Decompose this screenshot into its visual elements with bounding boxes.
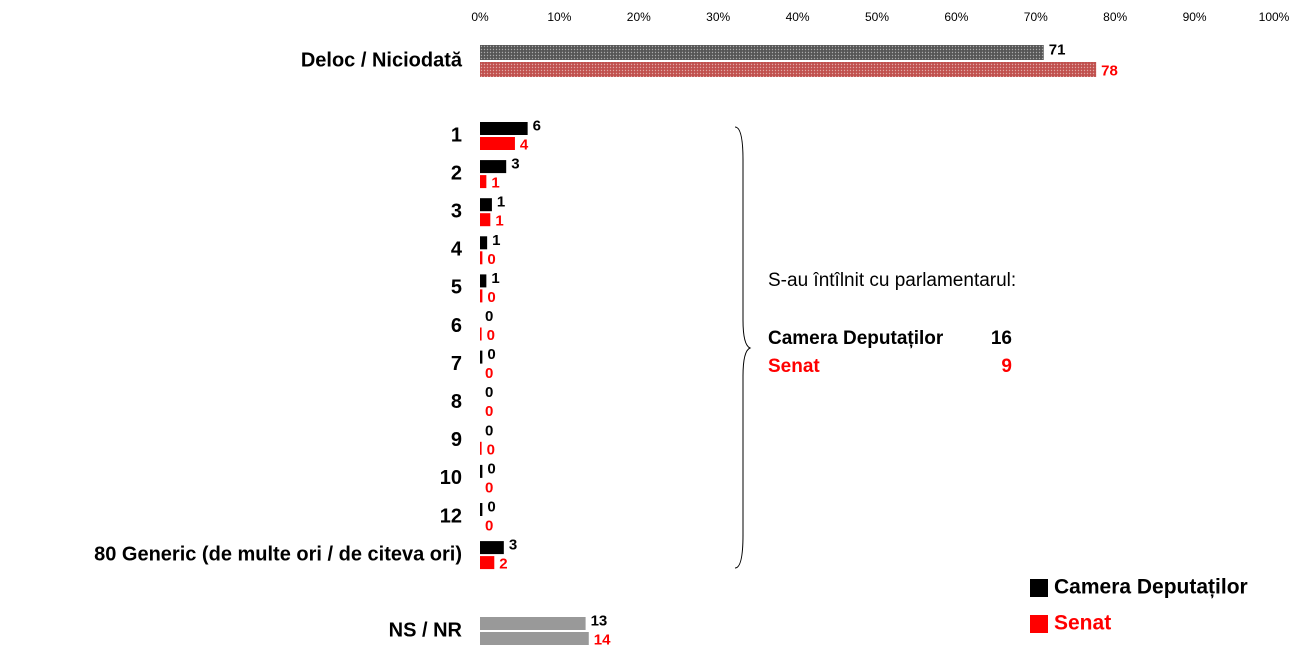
value-label: 71 bbox=[1049, 41, 1066, 58]
x-tick-label: 100% bbox=[1259, 10, 1290, 24]
legend-label: Camera Deputaților bbox=[1054, 576, 1248, 599]
x-tick-label: 20% bbox=[627, 10, 651, 24]
bar bbox=[480, 213, 491, 227]
value-label: 0 bbox=[487, 498, 495, 515]
category-label: 7 bbox=[451, 353, 462, 375]
x-tick-label: 70% bbox=[1024, 10, 1048, 24]
annotation-value: 16 bbox=[991, 328, 1012, 349]
category-label: Deloc / Niciodată bbox=[301, 49, 463, 71]
x-tick-label: 10% bbox=[547, 10, 571, 24]
bar bbox=[480, 541, 504, 555]
bar bbox=[480, 137, 515, 150]
value-label: 0 bbox=[487, 460, 495, 477]
bar bbox=[480, 122, 528, 135]
value-label: 0 bbox=[487, 346, 495, 363]
value-label: 13 bbox=[591, 612, 608, 629]
value-label: 1 bbox=[491, 270, 499, 287]
x-tick-label: 30% bbox=[706, 10, 730, 24]
category-label: 80 Generic (de multe ori / de citeva ori… bbox=[94, 543, 462, 565]
value-label: 14 bbox=[594, 631, 611, 647]
bar bbox=[480, 251, 483, 265]
bar bbox=[480, 464, 483, 478]
bar bbox=[480, 441, 482, 455]
annotation-value: 9 bbox=[1001, 356, 1012, 377]
bar bbox=[480, 503, 483, 516]
x-tick-label: 40% bbox=[786, 10, 810, 24]
bar bbox=[480, 556, 495, 570]
legend-label: Senat bbox=[1054, 612, 1111, 635]
category-label: 12 bbox=[440, 505, 462, 527]
category-label: 10 bbox=[440, 467, 462, 489]
category-label: 8 bbox=[451, 391, 462, 413]
bar bbox=[480, 350, 483, 364]
x-tick-label: 80% bbox=[1103, 10, 1127, 24]
value-label: 0 bbox=[487, 251, 495, 268]
value-label: 0 bbox=[485, 517, 493, 534]
bar bbox=[480, 175, 487, 189]
bar bbox=[480, 236, 488, 250]
category-label: 5 bbox=[451, 277, 462, 299]
bar bbox=[480, 617, 586, 630]
value-label: 1 bbox=[495, 213, 503, 230]
value-label: 0 bbox=[485, 479, 493, 496]
annotation-label: Senat bbox=[768, 356, 820, 377]
value-label: 0 bbox=[485, 308, 493, 325]
value-label: 0 bbox=[485, 403, 493, 420]
value-label: 78 bbox=[1101, 62, 1118, 79]
category-label: 1 bbox=[451, 124, 462, 146]
annotation-title: S-au întîlnit cu parlamentarul: bbox=[768, 270, 1016, 291]
value-label: 6 bbox=[533, 117, 541, 134]
x-tick-label: 60% bbox=[944, 10, 968, 24]
value-label: 0 bbox=[487, 441, 495, 458]
annotation-label: Camera Deputaților bbox=[768, 328, 944, 349]
value-label: 1 bbox=[491, 175, 499, 192]
category-label: 6 bbox=[451, 315, 462, 337]
value-label: 0 bbox=[485, 365, 493, 382]
brace bbox=[734, 126, 752, 569]
value-label: 1 bbox=[492, 232, 500, 249]
bar bbox=[480, 632, 589, 645]
value-label: 4 bbox=[520, 136, 529, 153]
value-label: 3 bbox=[511, 156, 519, 173]
x-tick-label: 0% bbox=[471, 10, 489, 24]
bar bbox=[480, 274, 487, 288]
category-label: 2 bbox=[451, 162, 462, 184]
value-label: 1 bbox=[497, 194, 505, 211]
value-label: 2 bbox=[499, 556, 507, 573]
category-label: 4 bbox=[451, 239, 463, 261]
bar-texture bbox=[480, 62, 1097, 77]
legend-swatch bbox=[1030, 579, 1048, 597]
value-label: 0 bbox=[485, 422, 493, 439]
x-tick-label: 50% bbox=[865, 10, 889, 24]
bar bbox=[480, 327, 482, 341]
category-label: 3 bbox=[451, 200, 462, 222]
bar-texture bbox=[480, 45, 1044, 60]
value-label: 0 bbox=[487, 327, 495, 344]
value-label: 0 bbox=[487, 289, 495, 306]
bar bbox=[480, 289, 483, 303]
x-tick-label: 90% bbox=[1183, 10, 1207, 24]
value-label: 0 bbox=[485, 384, 493, 401]
category-label: 9 bbox=[451, 429, 462, 451]
bar bbox=[480, 160, 507, 174]
category-label: NS / NR bbox=[389, 619, 463, 641]
legend-swatch bbox=[1030, 615, 1048, 633]
value-label: 3 bbox=[509, 537, 517, 554]
bar bbox=[480, 198, 492, 212]
